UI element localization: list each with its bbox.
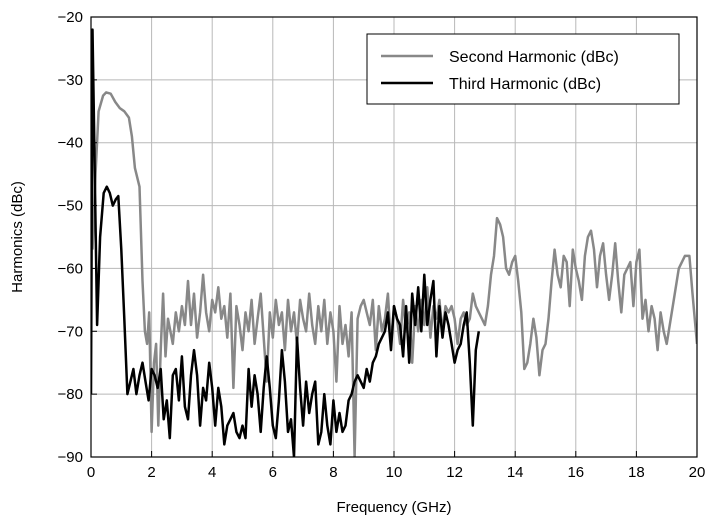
- x-tick-label-12: 12: [446, 464, 463, 481]
- x-tick-label-8: 8: [329, 464, 337, 481]
- y-tick-label-neg40: −40: [58, 135, 83, 152]
- series-line-second-harmonic: [91, 91, 697, 457]
- y-tick-label-neg60: −60: [58, 260, 83, 277]
- axis-ticks: 0 2 4 6 8 10 12 14 16 18 20 −90 −80 −70 −60 −50 −40 −30 −2…: [58, 9, 706, 481]
- legend-box: [366, 33, 680, 105]
- y-axis-title: Harmonics (dBc): [9, 181, 26, 293]
- x-tick-label-0: 0: [87, 464, 95, 481]
- x-axis-title: Frequency (GHz): [336, 499, 451, 516]
- x-tick-label-2: 2: [147, 464, 155, 481]
- y-tick-label-neg50: −50: [58, 198, 83, 215]
- series-line-third-harmonic: [91, 28, 481, 457]
- y-tick-label-neg20: −20: [58, 9, 83, 26]
- x-tick-label-20: 20: [689, 464, 706, 481]
- y-tick-label-neg80: −80: [58, 386, 83, 403]
- x-tick-label-6: 6: [269, 464, 277, 481]
- x-tick-label-16: 16: [567, 464, 584, 481]
- y-tick-label-neg70: −70: [58, 323, 83, 340]
- x-tick-label-14: 14: [507, 464, 524, 481]
- legend-label-second-harmonic: Second Harmonic (dBc): [449, 49, 619, 66]
- x-tick-label-4: 4: [208, 464, 216, 481]
- series-layer: [91, 28, 697, 457]
- legend-label-third-harmonic: Third Harmonic (dBc): [449, 76, 601, 93]
- x-tick-label-10: 10: [386, 464, 403, 481]
- y-tick-label-neg90: −90: [58, 449, 83, 466]
- x-tick-label-18: 18: [628, 464, 645, 481]
- legend: Second Harmonic (dBc) Third Harmonic (dB…: [366, 33, 680, 105]
- y-tick-label-neg30: −30: [58, 72, 83, 89]
